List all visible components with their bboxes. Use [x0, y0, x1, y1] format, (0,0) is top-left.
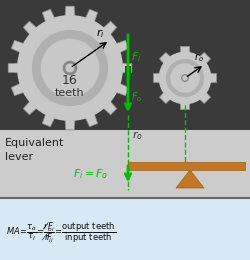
Polygon shape	[65, 6, 75, 16]
Circle shape	[18, 16, 122, 120]
Polygon shape	[85, 114, 98, 127]
Circle shape	[64, 61, 76, 75]
Polygon shape	[200, 92, 210, 103]
Text: Equivalent
lever: Equivalent lever	[5, 138, 64, 162]
Polygon shape	[23, 21, 37, 35]
Polygon shape	[180, 103, 190, 110]
Polygon shape	[103, 21, 117, 35]
Bar	[0, 130, 250, 198]
Polygon shape	[176, 170, 204, 188]
Circle shape	[167, 60, 203, 96]
Polygon shape	[85, 9, 98, 22]
Text: $F_o$: $F_o$	[131, 90, 142, 104]
Text: $MA\!=\!\dfrac{\tau_o}{\tau_i}\!=\!\dfrac{r_o\!\!\not{\!F}_{\!i}}{r_i\!\!\not{\!: $MA\!=\!\dfrac{\tau_o}{\tau_i}\!=\!\dfra…	[6, 221, 116, 245]
Text: $r_o$: $r_o$	[194, 51, 204, 64]
Bar	[128, 162, 245, 170]
Polygon shape	[116, 83, 129, 96]
Circle shape	[159, 52, 211, 104]
Polygon shape	[8, 63, 18, 73]
Text: $r_o$: $r_o$	[132, 129, 143, 142]
Circle shape	[182, 75, 188, 81]
Circle shape	[32, 31, 108, 105]
Text: 16: 16	[62, 74, 78, 87]
Text: teeth: teeth	[55, 88, 85, 98]
Polygon shape	[23, 101, 37, 115]
Polygon shape	[103, 101, 117, 115]
Bar	[0, 198, 250, 260]
Polygon shape	[116, 40, 129, 53]
Circle shape	[183, 76, 187, 80]
Polygon shape	[11, 40, 24, 53]
Text: $F_i$: $F_i$	[131, 50, 141, 64]
Polygon shape	[11, 83, 24, 96]
Polygon shape	[122, 63, 132, 73]
Bar	[0, 0, 250, 130]
Circle shape	[42, 40, 98, 97]
Circle shape	[171, 64, 199, 92]
Polygon shape	[200, 53, 210, 64]
Polygon shape	[160, 53, 170, 64]
Polygon shape	[153, 73, 160, 83]
Polygon shape	[42, 9, 55, 22]
Polygon shape	[42, 114, 55, 127]
Polygon shape	[65, 120, 75, 130]
Polygon shape	[180, 46, 190, 53]
Text: $F_i = F_o$: $F_i = F_o$	[73, 167, 108, 181]
Polygon shape	[210, 73, 217, 83]
Polygon shape	[160, 92, 170, 103]
Bar	[125, 66, 131, 80]
Circle shape	[66, 64, 74, 72]
Text: $r_i$: $r_i$	[96, 27, 104, 40]
